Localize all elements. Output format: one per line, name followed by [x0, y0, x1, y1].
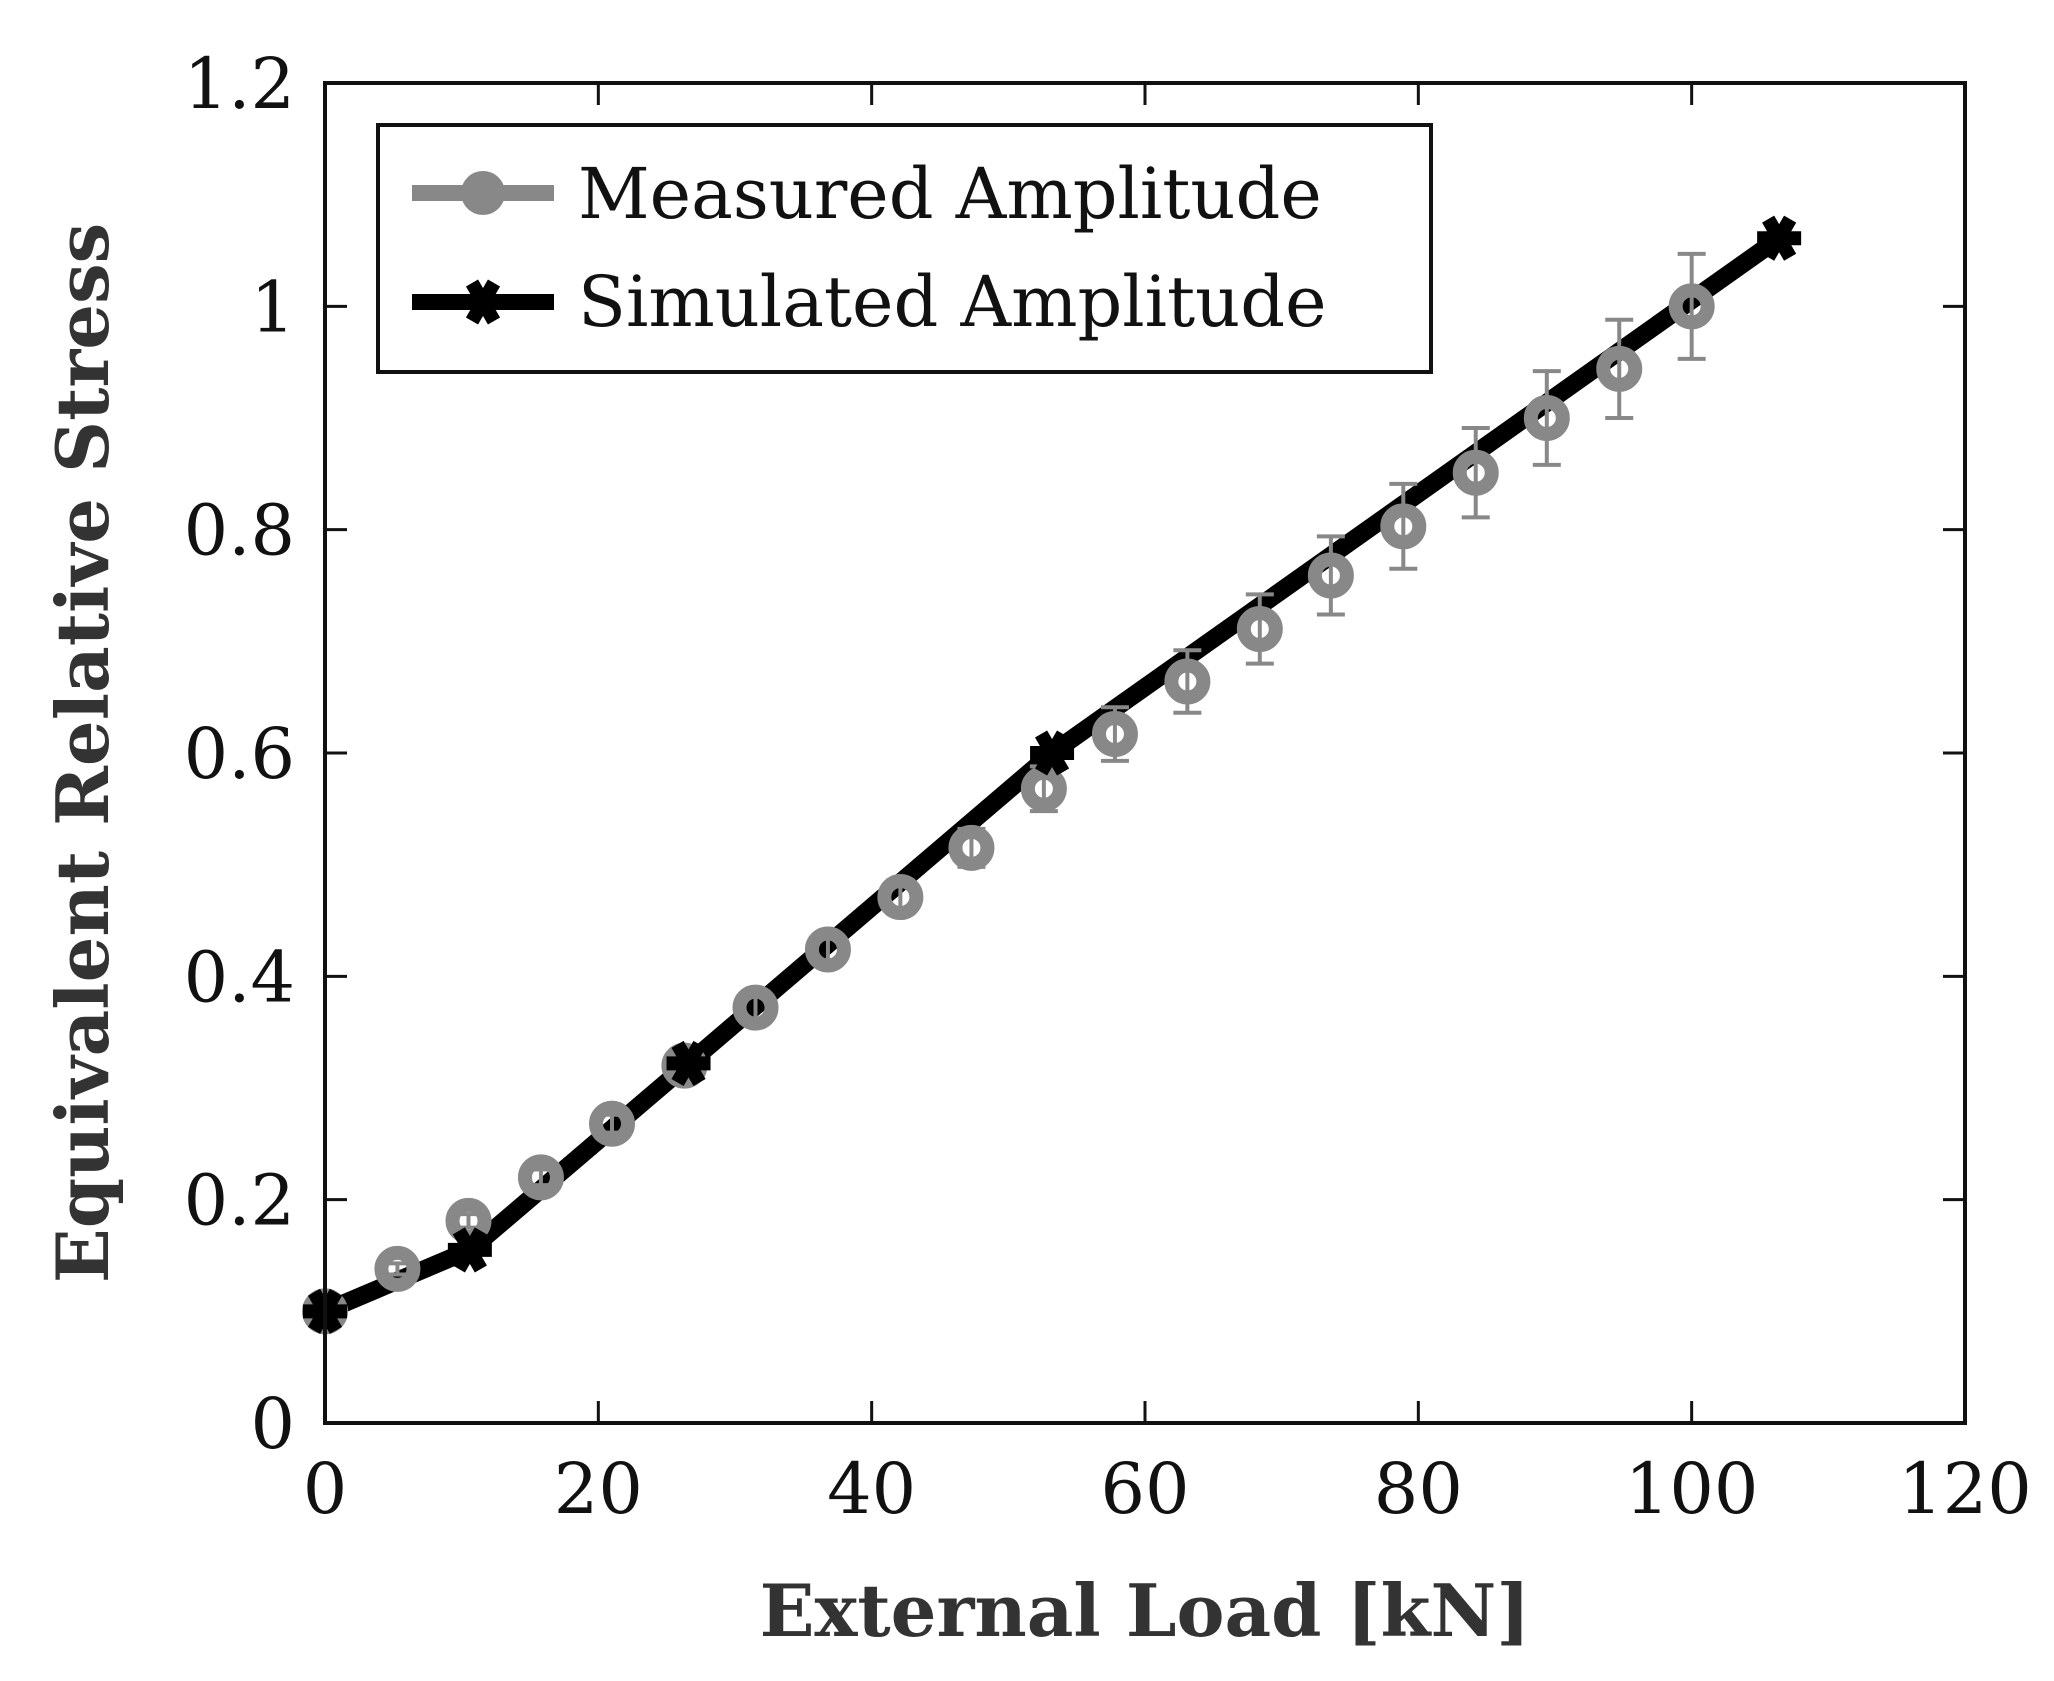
- y-tick-label: 0: [250, 1383, 295, 1465]
- measured-marker: [517, 1154, 564, 1201]
- simulated-marker: [447, 1227, 492, 1273]
- x-tick-label: 0: [303, 1448, 348, 1530]
- measured-point: [589, 1100, 635, 1147]
- measured-point: [948, 824, 995, 871]
- measured-marker: [1307, 552, 1354, 599]
- legend-simulated-star: [461, 279, 505, 325]
- measured-marker: [1091, 711, 1138, 758]
- x-tick-label: 40: [827, 1448, 916, 1530]
- y-axis-title: Equivalent Relative Stress: [40, 223, 125, 1283]
- legend-measured-marker: [461, 171, 505, 215]
- x-tick-label: 60: [1100, 1448, 1189, 1530]
- x-tick-label: 100: [1625, 1448, 1759, 1530]
- measured-marker: [1452, 449, 1499, 496]
- plot-frame: [323, 81, 1967, 1425]
- measured-marker: [732, 984, 779, 1031]
- measured-marker: [1236, 606, 1283, 653]
- legend-measured-label: Measured Amplitude: [578, 153, 1322, 235]
- x-tick-label: 80: [1374, 1448, 1463, 1530]
- legend-entry-simulated: Simulated Amplitude: [412, 261, 1327, 343]
- simulated-marker: [1757, 215, 1802, 261]
- measured-point: [1596, 317, 1643, 420]
- measured-marker: [877, 874, 924, 921]
- measured-point: [1668, 251, 1715, 361]
- measured-marker: [1164, 658, 1211, 705]
- measured-marker: [589, 1100, 635, 1147]
- measured-point: [374, 1245, 421, 1292]
- measured-marker: [1523, 395, 1570, 441]
- y-tick-label: 1: [250, 266, 295, 348]
- measured-point: [1452, 426, 1499, 520]
- measured-point: [877, 874, 924, 921]
- y-tick-label: 0.6: [184, 713, 295, 795]
- measured-point: [1380, 481, 1427, 571]
- x-tick-label: 120: [1898, 1448, 2032, 1530]
- tick-layer: 0 20 40 60 80 100 120 0 0.2 0.4 0.6 0.8 1 1.2: [184, 43, 2032, 1530]
- measured-point: [1307, 534, 1354, 617]
- x-tick-label: 20: [554, 1448, 643, 1530]
- legend-box: [376, 123, 1433, 374]
- y-tick-label: 0.8: [184, 490, 295, 572]
- measured-point: [1236, 592, 1283, 666]
- measured-marker: [948, 824, 995, 871]
- simulated-marker: [666, 1040, 711, 1086]
- measured-point: [732, 984, 779, 1031]
- simulated-marker: [1030, 730, 1075, 776]
- legend: Measured Amplitude Simulated Amplitude: [376, 123, 1433, 374]
- y-tick-label: 0.4: [184, 936, 295, 1018]
- measured-point: [1164, 648, 1211, 715]
- measured-marker: [374, 1245, 421, 1292]
- y-tick-label: 0.2: [184, 1160, 295, 1242]
- measured-marker: [1596, 345, 1643, 392]
- legend-simulated-label: Simulated Amplitude: [578, 261, 1327, 343]
- measured-point: [1523, 369, 1570, 467]
- simulated-series-marker-layer: [303, 215, 1802, 1334]
- measured-point: [1091, 705, 1138, 763]
- measured-point: [804, 926, 851, 973]
- y-tick-label: 1.2: [184, 43, 295, 125]
- measured-marker: [1380, 503, 1427, 550]
- x-axis-title: External Load [kN]: [760, 1568, 1531, 1653]
- measured-point: [517, 1154, 564, 1201]
- legend-simulated-marker: [461, 279, 505, 325]
- legend-entry-measured: Measured Amplitude: [412, 153, 1322, 235]
- measured-marker: [1668, 283, 1715, 330]
- measured-marker: [804, 926, 851, 973]
